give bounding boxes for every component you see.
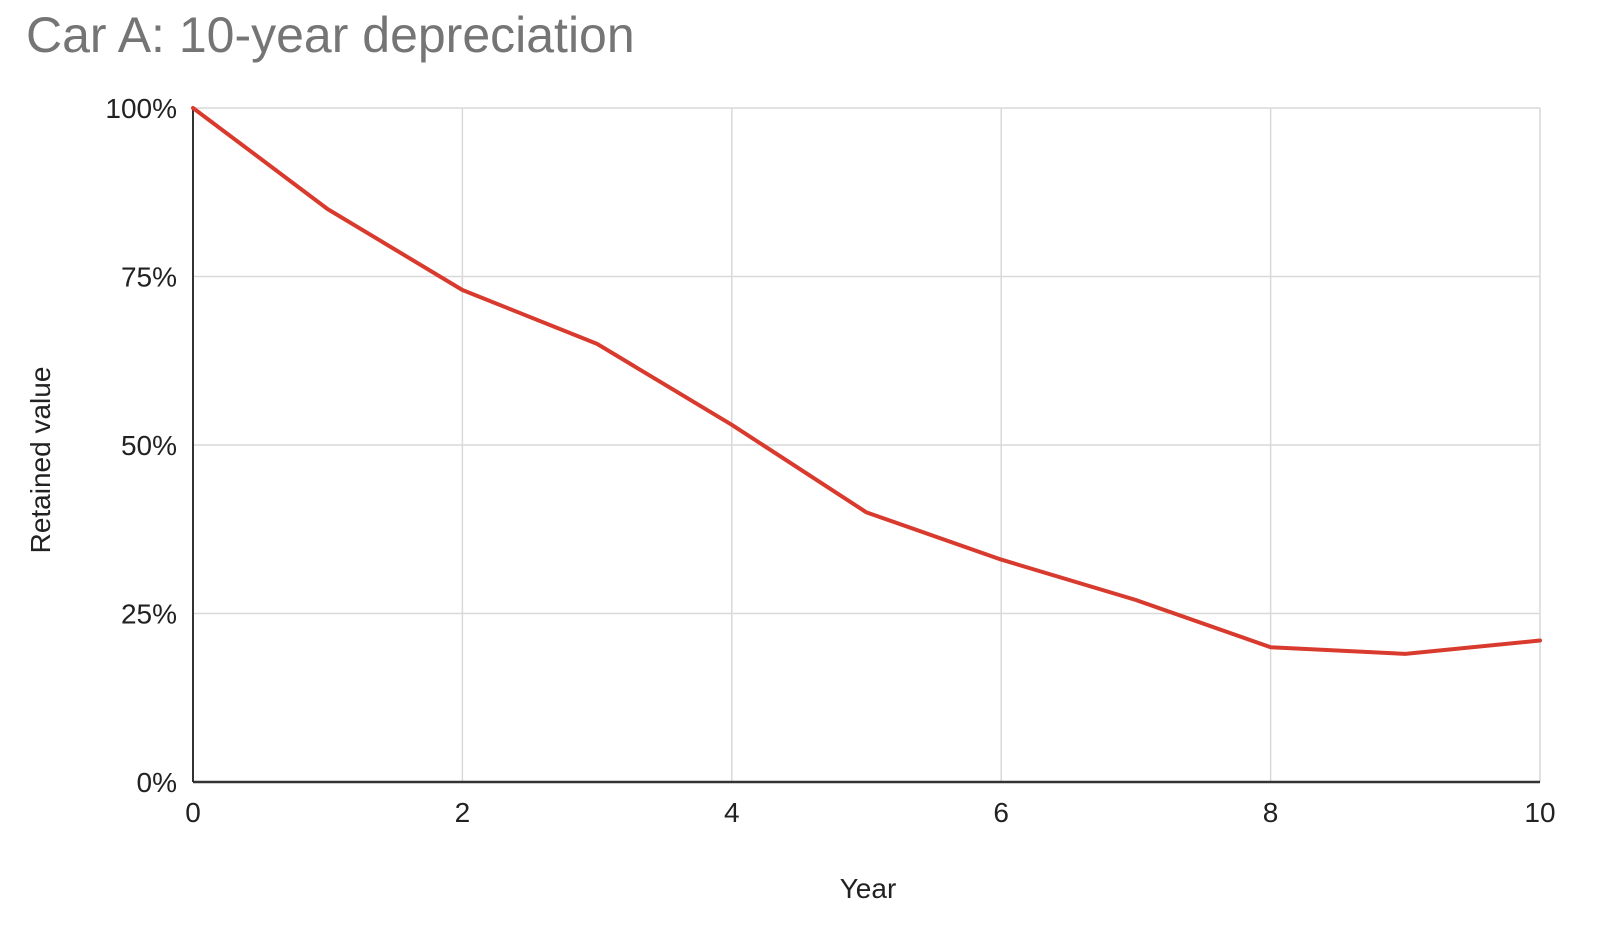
x-axis-title: Year (840, 873, 897, 904)
chart-title: Car A: 10-year depreciation (26, 7, 635, 63)
y-tick-label: 75% (121, 262, 177, 293)
y-tick-label: 50% (121, 430, 177, 461)
y-tick-label: 100% (105, 93, 177, 124)
x-tick-label: 2 (455, 797, 471, 828)
series-line (191, 106, 1542, 656)
x-tick-label: 4 (724, 797, 740, 828)
x-tick-labels: 0 2 4 6 8 10 (185, 797, 1555, 828)
y-tick-label: 25% (121, 599, 177, 630)
gridlines (193, 107, 1541, 782)
axes (192, 108, 1540, 784)
y-tick-labels: 0% 25% 50% 75% 100% (105, 93, 177, 798)
x-tick-label: 0 (185, 797, 201, 828)
series-lines (191, 106, 1542, 656)
x-tick-label: 8 (1263, 797, 1279, 828)
y-tick-label: 0% (137, 767, 177, 798)
x-tick-label: 6 (993, 797, 1009, 828)
y-axis-title: Retained value (25, 367, 56, 554)
x-tick-label: 10 (1524, 797, 1555, 828)
